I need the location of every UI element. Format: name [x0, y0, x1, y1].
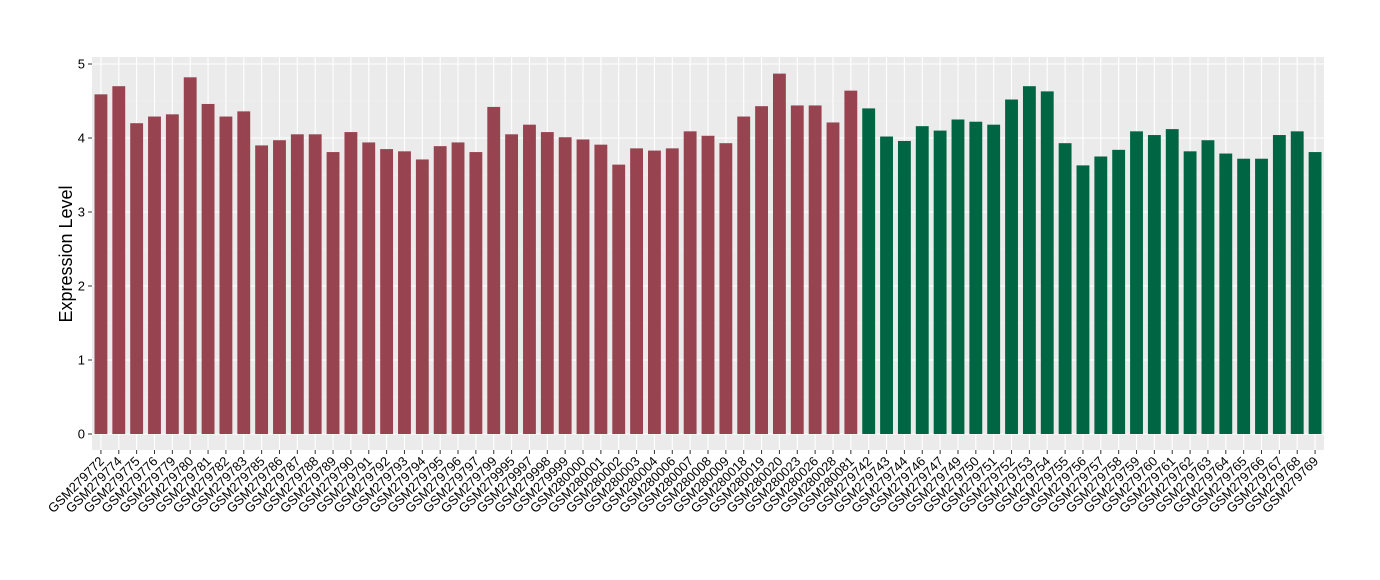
bar-GSM279799 [487, 106, 501, 435]
bar-GSM279795 [433, 146, 447, 434]
bar-GSM279764 [1219, 153, 1233, 435]
bar-GSM279769 [1308, 152, 1322, 434]
bar-GSM279772 [94, 94, 108, 434]
bar-GSM279787 [290, 134, 304, 435]
bar-GSM279998 [540, 132, 554, 434]
bar-GSM279750 [969, 121, 983, 434]
bar-GSM279791 [362, 142, 376, 434]
bar-GSM280007 [683, 131, 697, 434]
bar-GSM279792 [380, 149, 394, 434]
bar-GSM279755 [1058, 143, 1072, 434]
bar-GSM279786 [273, 140, 286, 434]
bar-GSM280002 [612, 164, 626, 434]
bar-GSM279790 [344, 132, 358, 434]
bar-GSM280026 [808, 105, 822, 434]
bars [94, 73, 1322, 435]
bar-GSM279743 [880, 136, 893, 434]
y-tick-label: 0 [78, 427, 85, 442]
y-tick-label: 4 [78, 131, 85, 146]
bar-GSM280001 [594, 144, 608, 434]
bar-GSM279759 [1130, 131, 1143, 434]
bar-GSM279999 [558, 137, 572, 434]
bar-GSM280028 [826, 122, 840, 435]
bar-GSM279796 [451, 142, 465, 434]
bar-GSM279793 [398, 151, 411, 434]
bar-GSM279742 [862, 108, 876, 435]
bar-GSM279760 [1147, 135, 1161, 435]
bar-GSM280003 [630, 148, 644, 435]
bar-GSM280020 [772, 73, 786, 435]
bar-GSM279765 [1237, 158, 1251, 434]
bar-GSM279753 [1022, 86, 1036, 434]
bar-GSM279746 [915, 126, 929, 434]
bar-GSM279749 [951, 119, 965, 434]
y-tick-label: 5 [78, 57, 85, 72]
bar-GSM279995 [505, 134, 519, 435]
bar-GSM279779 [165, 114, 179, 434]
y-tick-label: 1 [78, 353, 85, 368]
bar-GSM279776 [148, 116, 161, 434]
bar-GSM280006 [665, 148, 679, 435]
y-axis-title: Expression Level [56, 185, 76, 322]
bar-GSM279752 [1005, 99, 1018, 435]
bar-GSM279763 [1201, 140, 1215, 434]
y-tick-label: 3 [78, 205, 85, 220]
bar-GSM279780 [183, 77, 197, 434]
bar-GSM280019 [755, 106, 768, 435]
bar-GSM279757 [1094, 156, 1108, 434]
bar-GSM279797 [469, 152, 483, 434]
bar-GSM279747 [933, 130, 947, 434]
bar-GSM280023 [790, 105, 804, 434]
bar-GSM279785 [255, 145, 269, 434]
bar-GSM279781 [201, 103, 215, 435]
bar-GSM279794 [415, 159, 429, 434]
bar-GSM279761 [1165, 129, 1179, 434]
bar-GSM279783 [237, 111, 251, 435]
bar-GSM279768 [1290, 131, 1304, 434]
bar-GSM279997 [523, 124, 536, 435]
bar-GSM280018 [737, 116, 751, 434]
bar-GSM279751 [987, 124, 1001, 435]
bar-GSM280000 [576, 139, 590, 435]
bar-GSM279758 [1112, 149, 1126, 434]
y-axis: 0 1 2 3 4 5 [78, 57, 92, 442]
bar-GSM279788 [308, 134, 322, 435]
bar-GSM280004 [648, 150, 661, 434]
bar-GSM279754 [1040, 91, 1054, 434]
bar-GSM280008 [701, 135, 715, 434]
bar-GSM279767 [1272, 135, 1286, 435]
bar-GSM279789 [326, 152, 340, 434]
bar-GSM279782 [219, 116, 233, 434]
bar-GSM279762 [1183, 151, 1197, 434]
bar-GSM280009 [719, 143, 733, 434]
y-tick-label: 2 [78, 279, 85, 294]
x-axis: GSM279772GSM279774GSM279775GSM279776GSM2… [45, 450, 1321, 516]
bar-GSM279766 [1255, 158, 1268, 434]
bar-GSM279775 [130, 123, 144, 434]
bar-GSM279756 [1076, 165, 1090, 434]
bar-GSM279774 [112, 86, 126, 434]
bar-GSM280081 [844, 90, 858, 434]
bar-GSM279744 [897, 140, 911, 434]
